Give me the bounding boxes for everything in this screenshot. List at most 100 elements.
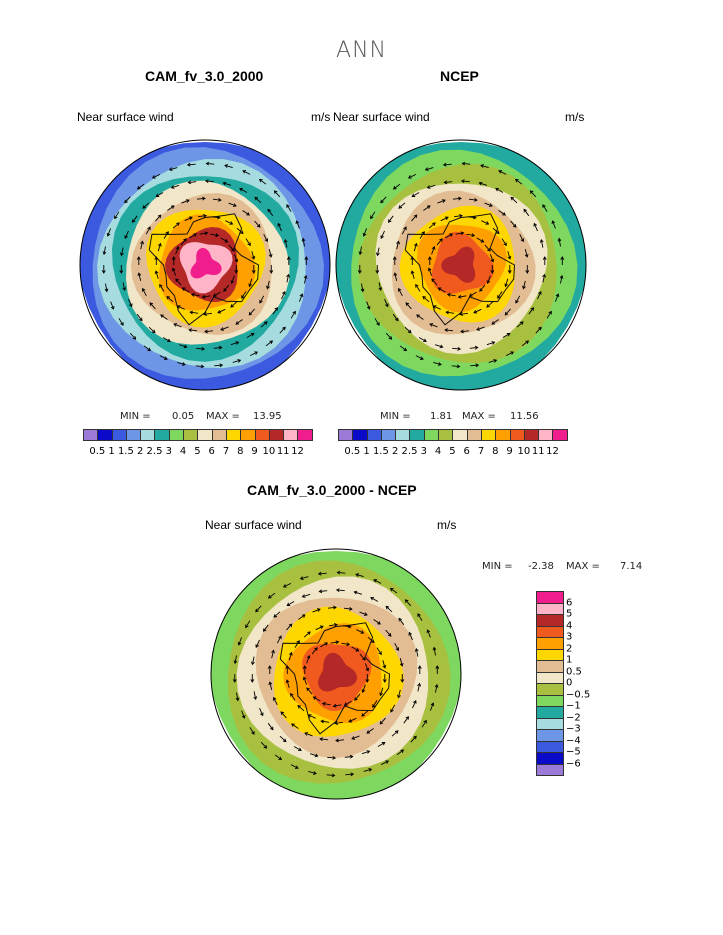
panel1-wind-vector: [136, 313, 143, 321]
panel3-wind-vector: [385, 606, 393, 613]
panel2-wind-vector-head: [542, 256, 547, 260]
panel1-wind-vector-head: [304, 256, 309, 260]
panel2-wind-vector-head: [514, 178, 519, 183]
panel2-wind-vector: [444, 181, 453, 183]
panel2-wind-vector: [460, 330, 470, 333]
panel3-wind-vector-head: [332, 703, 337, 708]
panel1-wind-vector-head: [251, 255, 256, 260]
panel2-wind-vector: [447, 293, 456, 297]
panel3-wind-vector-head: [370, 639, 375, 643]
panel3-wind-vector: [327, 756, 336, 759]
panel3-wind-vector-head: [404, 599, 409, 603]
panel1-wind-vector-head: [101, 270, 106, 274]
panel2-wind-vector-head: [551, 220, 556, 224]
panel2-wind-vector: [438, 287, 446, 293]
panel3-wind-vector: [290, 693, 296, 701]
panel2-wind-vector-head: [522, 285, 526, 290]
panel1-wind-vector: [155, 192, 164, 197]
panel2-colorbar-tick-label: 11: [531, 446, 545, 457]
panel2-wind-vector: [433, 361, 442, 366]
panel3-contour-band: [318, 652, 358, 692]
panel2-wind-vector-head: [560, 256, 565, 260]
panel1-wind-vector-head: [168, 167, 173, 172]
panel1-wind-vector: [220, 237, 228, 243]
panel3-wind-vector: [361, 750, 370, 755]
panel3-wind-vector-head: [347, 624, 352, 629]
panel1-wind-vector-head: [204, 231, 209, 236]
panel2-wind-vector-head: [473, 309, 478, 314]
panel2-wind-vector: [481, 220, 489, 225]
panel1-wind-vector-head: [201, 294, 206, 299]
panel3-wind-vector: [417, 613, 423, 621]
panel3-wind-vector: [255, 605, 262, 613]
panel3-wind-vector: [408, 632, 413, 641]
panel1-wind-vector: [175, 246, 179, 255]
panel2-wind-vector-head: [431, 245, 436, 250]
panel1-wind-vector-head: [222, 181, 227, 186]
panel1-wind-vector-head: [241, 295, 245, 299]
panel1-wind-vector-head: [295, 220, 300, 224]
panel1-wind-vector: [199, 232, 208, 235]
panel2-colorbar-tick-label: 2.5: [401, 446, 418, 457]
panel3-wind-vector-head: [301, 614, 306, 618]
panel2-max-label: MAX =: [462, 411, 496, 422]
panel1-colorbar-tick-label: 12: [291, 446, 304, 457]
panel3-wind-vector: [241, 710, 245, 719]
panel3-max-label: MAX =: [566, 561, 600, 572]
panel2-wind-vector: [359, 246, 362, 255]
panel3-wind-vector-head: [306, 654, 311, 659]
panel2-wind-vector: [521, 340, 529, 347]
panel3-wind-vector: [251, 656, 255, 665]
panel3-title: CAM_fv_3.0_2000 - NCEP: [247, 482, 417, 498]
panel1-colorbar: [83, 429, 313, 441]
panel2-wind-vector: [484, 244, 491, 252]
panel2-colorbar-swatch: [495, 429, 511, 441]
panel2-wind-vector-head: [429, 323, 434, 327]
panel1-colorbar-tick-label: 0.5: [89, 446, 106, 457]
panel2-wind-vector-head: [375, 270, 380, 274]
panel2-wind-vector-head: [392, 186, 397, 190]
panel1-wind-vector: [129, 332, 136, 340]
panel1-wind-vector-head: [171, 256, 176, 260]
panel2-wind-vector: [507, 251, 511, 260]
panel1-wind-vector-head: [218, 198, 222, 202]
panel1-wind-vector-head: [167, 338, 171, 343]
panel1-wind-vector-head: [185, 199, 190, 203]
panel2-wind-vector: [429, 323, 438, 328]
panel1-wind-vector: [196, 197, 206, 200]
panel1-wind-vector: [263, 233, 268, 242]
panel2-wind-vector-head: [523, 208, 527, 213]
panel3-wind-vector-head: [321, 701, 326, 706]
panel1-wind-vector: [203, 312, 212, 315]
panel1-wind-vector: [189, 233, 197, 239]
panel2-wind-vector-head: [491, 321, 496, 325]
panel2-wind-vector-head: [449, 233, 454, 237]
panel2-wind-vector: [361, 283, 364, 292]
panel3-wind-vector: [267, 722, 274, 730]
panel2-colorbar-tick-label: 7: [477, 446, 485, 457]
panel3-wind-vector-head: [267, 665, 272, 669]
panel2-left-label: Near surface wind: [333, 110, 430, 124]
panel1-wind-vector-head: [201, 346, 206, 351]
panel1-wind-vector: [142, 202, 150, 209]
panel1-wind-vector-head: [124, 199, 128, 204]
panel3-wind-vector: [405, 599, 412, 607]
panel2-wind-vector-head: [397, 287, 402, 292]
panel2-wind-vector-head: [360, 288, 365, 293]
panel3-wind-vector-head: [282, 738, 287, 743]
panel3-wind-vector: [417, 683, 421, 692]
panel3-wind-vector-head: [302, 676, 307, 681]
panel1-colorbar-tick-label: 7: [222, 446, 230, 457]
panel1-wind-vector: [272, 307, 278, 315]
panel1-wind-vector: [162, 337, 171, 342]
panel2-wind-vector-head: [510, 196, 515, 201]
panel2-wind-vector: [510, 220, 517, 228]
panel3-wind-vector-head: [331, 773, 336, 778]
panel3-wind-vector-head: [285, 665, 290, 669]
panel3-wind-vector-head: [399, 662, 404, 667]
panel2-wind-vector: [502, 333, 511, 338]
panel2-colorbar-tick-label: 3: [420, 446, 427, 457]
panel3-wind-vector: [253, 691, 257, 700]
panel3-wind-vector-head: [273, 614, 278, 618]
panel1-wind-vector-head: [212, 293, 217, 297]
